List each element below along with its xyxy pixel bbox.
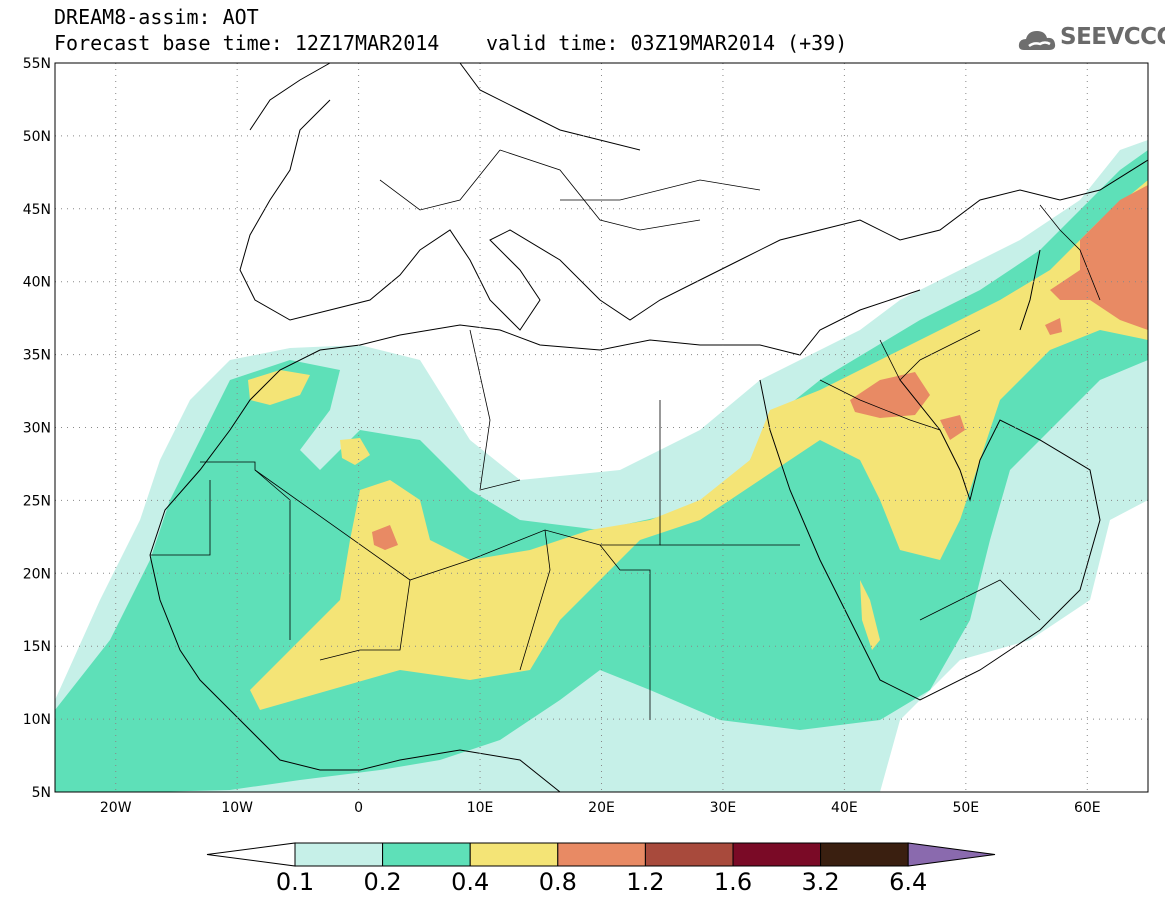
colorbar-bin [557,842,646,867]
colorbar-label: 0.2 [363,868,402,896]
y-axis: 55N 50N 45N 40N 35N 30N 25N 20N 15N 10N 5N [23,56,51,801]
x-tick-label: 40E [831,800,858,816]
colorbar-label: 0.1 [275,868,315,896]
y-tick-label: 50N [23,129,51,145]
y-tick-label: 5N [32,785,51,801]
aot-field-0.8 [372,185,1148,550]
logo-text: SEEVCCC [1060,24,1165,50]
x-tick-label: 60E [1074,800,1101,816]
x-axis: 20W 10W 0 10E 20E 30E 40E 50E 60E [100,800,1101,816]
colorbar-bin [732,842,822,867]
colorbar-label: 0.8 [538,868,577,896]
x-tick-label: 10E [467,800,494,816]
aot-field-0.4 [248,180,1148,710]
y-tick-label: 30N [23,421,51,437]
x-tick-label: 20E [588,800,615,816]
y-tick-label: 15N [23,639,51,655]
colorbar-bin [382,842,471,867]
x-tick-label: 0 [354,800,363,816]
y-tick-label: 55N [23,56,51,72]
x-tick-label: 20W [100,800,132,816]
colorbar-underflow [206,842,296,867]
y-tick-label: 20N [23,566,51,582]
map-title: DREAM8-assim: AOT [54,5,259,29]
colorbar-bin [469,842,559,867]
x-tick-label: 10W [221,800,253,816]
colorbar-label: 0.4 [451,868,490,896]
colorbar-bin [820,842,909,867]
colorbar-label: 6.4 [889,868,928,896]
colorbar-bin [644,842,734,867]
y-tick-label: 45N [23,202,51,218]
colorbar-label: 3.2 [801,868,840,896]
colorbar-label: 1.2 [626,868,665,896]
country-borders [150,149,1101,720]
colorbar [206,842,996,867]
map-plot [54,62,1149,793]
forecast-base-time: Forecast base time: 12Z17MAR2014 [54,31,440,55]
x-tick-label: 50E [952,800,979,816]
colorbar-bin [294,842,384,867]
y-tick-label: 25N [23,493,51,509]
cloud-icon [1018,31,1056,50]
y-tick-label: 35N [23,348,51,364]
y-tick-label: 10N [23,712,51,728]
grid-lines [55,63,1148,792]
y-tick-label: 40N [23,275,51,291]
valid-time: valid time: 03Z19MAR2014 (+39) [486,31,848,55]
x-tick-label: 30E [710,800,737,816]
colorbar-overflow [907,842,996,867]
colorbar-label: 1.6 [713,868,753,896]
